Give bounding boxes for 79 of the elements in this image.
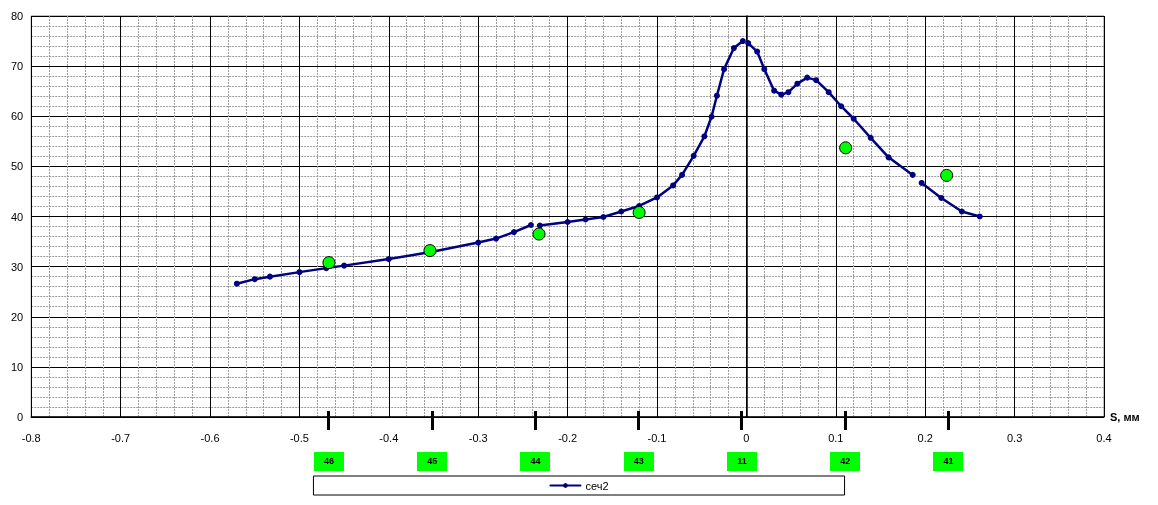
- point: [233, 280, 240, 287]
- point: [867, 134, 874, 141]
- point: [754, 48, 761, 55]
- point: [632, 205, 646, 219]
- text: 43: [623, 452, 654, 471]
- point: [745, 40, 752, 47]
- point: [423, 244, 437, 258]
- x-tick-label: -0.7: [111, 431, 131, 444]
- point: [385, 256, 392, 263]
- point: [839, 141, 853, 155]
- point: [885, 154, 892, 161]
- point: [938, 194, 945, 201]
- point: [804, 74, 811, 81]
- point: [600, 214, 607, 220]
- point: [532, 227, 546, 241]
- x-tick-label: 0.1: [828, 431, 844, 444]
- y-tick-label: 50: [10, 160, 24, 173]
- point: [582, 216, 589, 223]
- point: [838, 103, 845, 110]
- point: [708, 113, 715, 120]
- point: [564, 219, 571, 226]
- y-tick-label: 20: [10, 310, 24, 323]
- point: [739, 38, 746, 45]
- point: [493, 235, 500, 242]
- point: [670, 182, 677, 189]
- point: [778, 91, 785, 98]
- x-tick-label: -0.5: [289, 431, 309, 444]
- y-tick-label: 80: [10, 10, 24, 22]
- point: [654, 194, 661, 201]
- point: [730, 45, 737, 52]
- point: [618, 208, 625, 215]
- point: [475, 239, 482, 246]
- point: [761, 66, 768, 73]
- x-tick-label: 0.4: [1096, 431, 1112, 444]
- x-tick-label: 0: [743, 431, 750, 444]
- y-tick-label: 10: [10, 360, 24, 373]
- point: [794, 80, 801, 87]
- point: [296, 269, 303, 276]
- point: [266, 273, 273, 280]
- point: [527, 222, 534, 229]
- point: [785, 89, 792, 96]
- y-tick-label: 30: [10, 260, 24, 273]
- point: [510, 229, 517, 236]
- x-tick-label: -0.3: [468, 431, 488, 444]
- point: [909, 171, 916, 178]
- point: [958, 208, 965, 215]
- x-tick-label: -0.2: [558, 431, 578, 444]
- x-tick-label: 0.3: [1006, 431, 1023, 444]
- point: [940, 168, 954, 182]
- point: [813, 77, 820, 84]
- x-tick-label: -0.6: [200, 431, 220, 444]
- point: [850, 115, 857, 122]
- text: 46: [313, 452, 344, 471]
- y-tick-label: 70: [10, 60, 24, 73]
- point: [721, 66, 728, 73]
- y-tick-label: 60: [10, 110, 24, 123]
- point: [918, 179, 925, 186]
- point: [771, 87, 778, 94]
- point: [322, 256, 336, 270]
- text: 42: [830, 452, 861, 471]
- x-tick-label: 0.2: [917, 431, 933, 444]
- legend-label: сеч2: [585, 479, 609, 492]
- point: [679, 171, 686, 178]
- text: 45: [417, 452, 448, 471]
- x-tick-label: -0.1: [647, 431, 667, 444]
- x-tick-label: -0.4: [379, 431, 399, 444]
- x-tick-label: -0.8: [21, 431, 41, 444]
- point: [701, 133, 708, 140]
- text: 11: [726, 452, 757, 471]
- point: [713, 92, 720, 99]
- point: [690, 152, 697, 159]
- point: [251, 276, 258, 283]
- text: 44: [520, 452, 551, 471]
- y-tick-label: 40: [10, 210, 24, 223]
- point: [341, 262, 348, 269]
- text: 41: [933, 452, 964, 471]
- y-tick-label: 0: [17, 411, 24, 423]
- x-axis-title: S, мм: [1110, 411, 1140, 423]
- point: [825, 89, 832, 96]
